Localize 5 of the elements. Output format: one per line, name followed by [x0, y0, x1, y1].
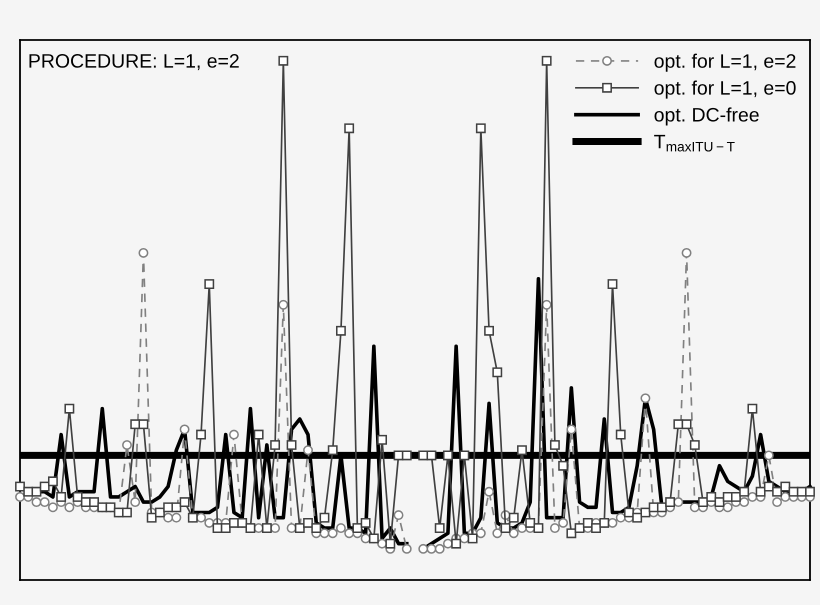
legend-label: T$_{maxITU−T}$: [654, 134, 735, 152]
annotation: PROCEDURE: L=1, e=2: [29, 54, 239, 70]
legend-label: opt. for L=1, e=0: [654, 80, 796, 99]
legend-label: opt. for L=1, e=2: [654, 54, 796, 72]
legend-label: opt. DC-free: [654, 107, 759, 126]
